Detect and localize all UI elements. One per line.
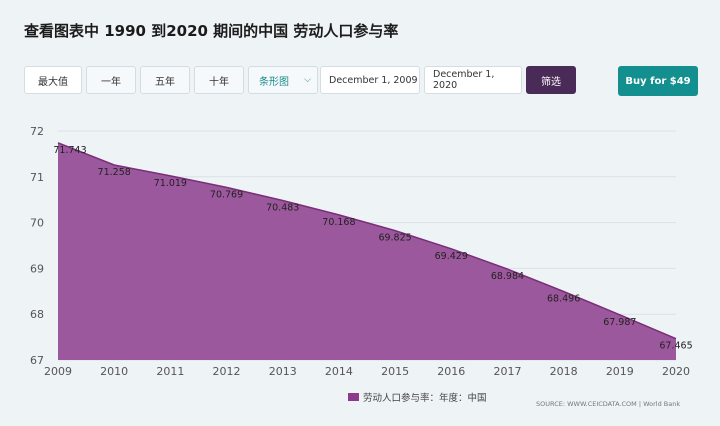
x-tick-label: 2009: [44, 365, 72, 378]
y-tick-label: 69: [30, 262, 44, 275]
legend-swatch: [348, 393, 359, 401]
y-tick-label: 68: [30, 308, 44, 321]
filter-button[interactable]: 筛选: [526, 66, 576, 94]
x-tick-label: 2016: [437, 365, 465, 378]
data-labels: 71.743 71.258 71.019 70.769 70.483 70.168 69.8…: [53, 145, 692, 352]
data-label: 70.483: [266, 202, 299, 213]
chart-type-select[interactable]: 条形图 ⌵: [248, 66, 318, 94]
range-10y-button[interactable]: 十年: [194, 66, 244, 94]
x-axis-ticks: 2009 2010 2011 2012 2013 2014 2015 2016 2017 2018…: [44, 365, 690, 378]
x-tick-label: 2011: [156, 365, 184, 378]
data-label: 69.429: [435, 251, 468, 262]
data-label: 70.769: [210, 189, 243, 200]
x-tick-label: 2015: [381, 365, 409, 378]
x-tick-label: 2017: [493, 365, 521, 378]
data-label: 67.465: [659, 341, 692, 352]
y-axis-ticks: 67 68 69 70 71 72: [30, 125, 44, 367]
range-5y-button[interactable]: 五年: [140, 66, 190, 94]
chart-type-label: 条形图: [259, 76, 289, 88]
data-label: 69.825: [378, 233, 411, 244]
range-max-button[interactable]: 最大值: [24, 66, 82, 94]
legend: 劳动人口参与率：年度：中国: [348, 390, 487, 404]
x-tick-label: 2014: [325, 365, 353, 378]
x-tick-label: 2020: [662, 365, 690, 378]
data-label: 71.019: [154, 178, 187, 189]
data-label: 68.496: [547, 293, 580, 304]
y-tick-label: 71: [30, 171, 44, 184]
x-tick-label: 2018: [550, 365, 578, 378]
y-tick-label: 70: [30, 217, 44, 230]
buy-button[interactable]: Buy for $49: [618, 66, 698, 96]
chevron-down-icon: ⌵: [304, 75, 311, 85]
x-tick-label: 2010: [100, 365, 128, 378]
x-tick-label: 2013: [269, 365, 297, 378]
date-from-input[interactable]: December 1, 2009: [320, 66, 420, 94]
series-line: [57, 142, 677, 340]
date-to-input[interactable]: December 1, 2020: [424, 66, 522, 94]
range-1y-button[interactable]: 一年: [86, 66, 136, 94]
x-tick-label: 2012: [213, 365, 241, 378]
source-note: SOURCE: WWW.CEICDATA.COM | World Bank: [536, 400, 681, 408]
data-label: 71.743: [53, 145, 86, 156]
area-fill: [58, 142, 676, 360]
x-tick-label: 2019: [606, 365, 634, 378]
legend-label: 劳动人口参与率：年度：中国: [363, 393, 487, 404]
data-label: 68.984: [491, 271, 524, 282]
y-tick-label: 67: [30, 354, 44, 367]
data-label: 71.258: [98, 167, 131, 178]
data-label: 67.987: [603, 317, 636, 328]
page-title: 查看图表中 1990 到2020 期间的中国 劳动人口参与率: [24, 22, 399, 40]
data-label: 70.168: [322, 217, 355, 228]
y-tick-label: 72: [30, 125, 44, 138]
